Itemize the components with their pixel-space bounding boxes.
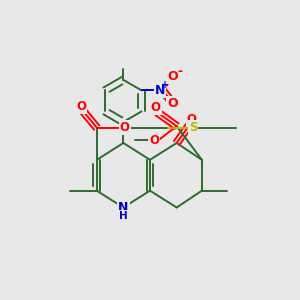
- Text: O: O: [76, 100, 86, 113]
- Text: +: +: [161, 80, 169, 90]
- Text: -: -: [177, 65, 183, 78]
- Text: O: O: [149, 134, 159, 147]
- Text: O: O: [167, 70, 178, 83]
- Text: O: O: [167, 98, 178, 110]
- Text: N: N: [154, 84, 165, 97]
- Text: H: H: [119, 211, 128, 221]
- Text: S: S: [189, 121, 197, 134]
- Text: O: O: [120, 121, 130, 134]
- Text: O: O: [187, 113, 197, 127]
- Text: N: N: [118, 201, 128, 214]
- Text: O: O: [151, 101, 160, 114]
